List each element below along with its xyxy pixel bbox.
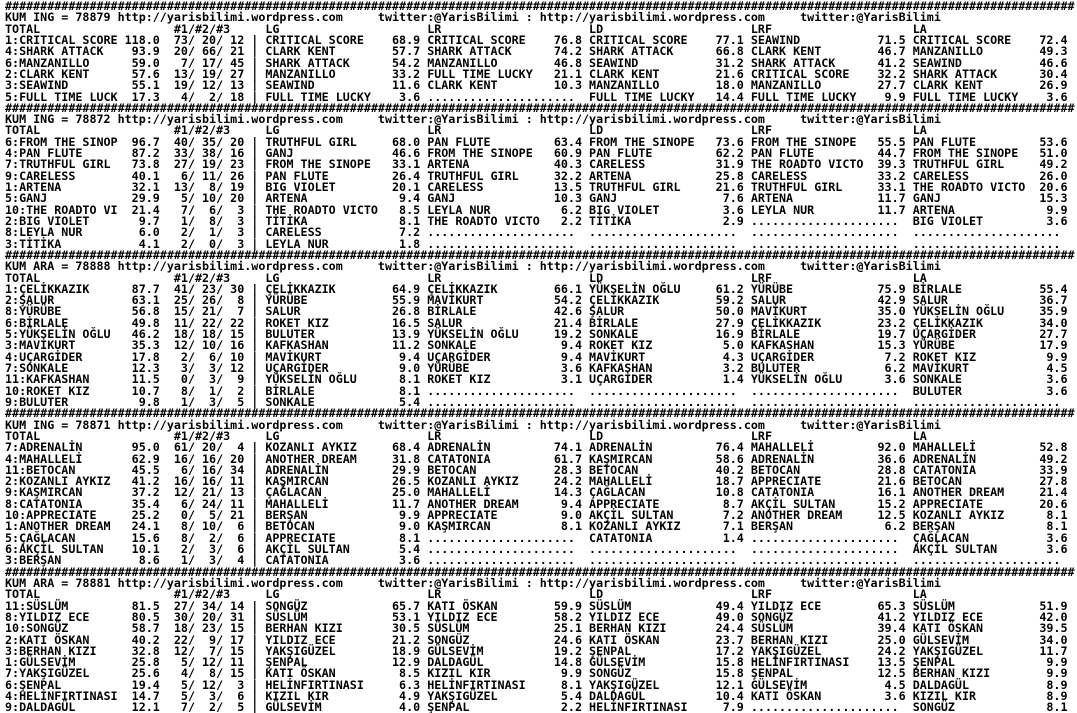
table-row: 8:LEYLA NUR 6.0 2/ 1/ 3 | CARELESS 7.2 .… [5, 225, 1075, 240]
table-row: 9:BULUTER 9.8 1/ 3/ 5 | SONKALE 5.4 ....… [5, 394, 1075, 409]
table-row: 2:CLARK KENT 57.6 13/ 19/ 27 | MANZANILL… [5, 66, 1075, 81]
table-row: 9:DALDAGÜL 12.1 7/ 2/ 5 | GÜLSEVİM 4.0 Ş… [5, 700, 1075, 713]
table-row: 9:CARELESS 40.1 6/ 11/ 26 | PAN FLUTE 26… [5, 168, 1075, 183]
table-row: 4:HELİNFIRTINASI 14.7 5/ 3/ 6 | KIZIL KI… [5, 689, 1075, 704]
column-header: TOTAL #1/#2/#3 LG LR LD LRF LA [5, 21, 1075, 36]
table-row: 8:YILDIZ ECE 80.5 30/ 20/ 31 | SÜSLÜM 53… [5, 609, 1075, 624]
table-row: 8:YÜRÜBE 56.8 15/ 21/ 7 | SALUR 26.8 BİR… [5, 304, 1075, 319]
table-row: 4:MAHALLELİ 62.9 16/ 16/ 20 | ANOTHER DR… [5, 451, 1075, 466]
table-row: 5:FULL TIME LUCK 17.3 4/ 2/ 18 | FULL TI… [5, 89, 1075, 104]
section-header: KUM ING = 78871 http://yarisbilimi.wordp… [5, 417, 941, 432]
table-row: 4:SHARK ATTACK 93.9 20/ 66/ 21 | CLARK K… [5, 44, 1075, 59]
table-row: 11:SÜSLÜM 81.5 27/ 34/ 14 | SONGÜZ 65.7 … [5, 598, 1075, 613]
section-header: KUM ARA = 78888 http://yarisbilimi.wordp… [5, 259, 941, 274]
table-row: 7:YAKŞIGÜZEL 25.6 4/ 8/ 15 | KATI ÖSKAN … [5, 666, 1075, 681]
table-row: 3:BERŞAN 8.6 1/ 3/ 4 | CATATONIA 3.6 ...… [5, 553, 1075, 568]
table-row: 4:UÇARGİDER 17.8 2/ 6/ 10 | MAVİKURT 9.4… [5, 349, 1075, 364]
table-row: 6:BİRLALE 49.8 11/ 22/ 22 | ROKET KIZ 16… [5, 315, 1075, 330]
table-row: 4:PAN FLUTE 87.2 33/ 38/ 16 | GANJ 46.6 … [5, 146, 1075, 161]
report-text: ########################################… [5, 0, 1077, 713]
hash-divider: ########################################… [5, 406, 1075, 421]
table-row: 2:ŞALUR 63.1 25/ 26/ 8 | YÜRÜBE 55.9 MAV… [5, 293, 1075, 308]
section-header: KUM ARA = 78881 http://yarisbilimi.wordp… [5, 575, 941, 590]
table-row: 2:KATI ÖSKAN 40.2 22/ 9/ 17 | YILDIZ ECE… [5, 632, 1075, 647]
table-row: 1:ANOTHER DREAM 24.1 8/ 10/ 6 | BETOCAN … [5, 519, 1075, 534]
table-row: 1:CRITICAL SCORE 118.0 73/ 20/ 12 | CRIT… [5, 32, 1075, 47]
table-row: 8:CATATONIA 35.4 6/ 24/ 11 | MAHALLELİ 1… [5, 496, 1075, 511]
table-row: 2:BIG VIOLET 9.7 1/ 8/ 3 | TİTİKA 8.1 TH… [5, 213, 1075, 228]
table-row: 6:ŞENPAL 19.4 5/ 12/ 3 | HELİNFIRTINASI … [5, 677, 1075, 692]
table-row: 6:FROM THE SINOP 96.7 40/ 35/ 20 | TRUTH… [5, 134, 1075, 149]
table-row: 5:ÇAĞLACAN 15.6 8/ 2/ 6 | APPRECIATE 8.1… [5, 530, 1075, 545]
table-row: 10:SONGÜZ 58.7 18/ 23/ 15 | BERHAN KIZI … [5, 621, 1075, 636]
hash-divider: ########################################… [5, 100, 1075, 115]
table-row: 3:MAVİKURT 35.3 12/ 10/ 16 | KAFKASHAN 1… [5, 338, 1075, 353]
table-row: 1:GÜLSEVİM 25.8 5/ 12/ 11 | ŞENPAL 12.9 … [5, 655, 1075, 670]
column-header: TOTAL #1/#2/#3 LG LR LD LRF LA [5, 123, 1075, 138]
column-header: TOTAL #1/#2/#3 LG LR LD LRF LA [5, 270, 1075, 285]
hash-divider: ########################################… [5, 0, 1075, 13]
table-row: 11:BETOCAN 45.5 6/ 16/ 34 | ADRENALİN 29… [5, 462, 1075, 477]
column-header: TOTAL #1/#2/#3 LG LR LD LRF LA [5, 587, 1075, 602]
table-row: 11:KAFKASHAN 11.5 0/ 3/ 9 | YÜKSELİN OĞL… [5, 372, 1075, 387]
table-row: 10:ROKET KIZ 10.7 8/ 1/ 2 | BİRLALE 8.1 … [5, 383, 1075, 398]
table-row: 10:APPRECIATE 25.2 0/ 5/ 21 | BERŞAN 9.9… [5, 508, 1075, 523]
table-row: 5:YÜKSELİN OĞLU 46.2 18/ 18/ 15 | BULUTE… [5, 327, 1075, 342]
table-row: 3:SEAWIND 55.1 19/ 12/ 13 | SEAWIND 11.6… [5, 78, 1075, 93]
table-row: 10:THE ROADTO VI 21.4 7/ 6/ 3 | THE ROAD… [5, 202, 1075, 217]
table-row: 6:AKÇİL SULTAN 10.1 2/ 3/ 6 | AKÇİL SULT… [5, 542, 1075, 556]
section-header: KUM ING = 78879 http://yarisbilimi.wordp… [5, 10, 941, 25]
table-row: 6:MANZANILLO 59.0 7/ 17/ 45 | SHARK ATTA… [5, 55, 1075, 70]
table-row: 9:KAŞMIRCAN 37.2 12/ 21/ 13 | ÇAĞLACAN 2… [5, 485, 1075, 500]
table-row: 3:TİTİKA 4.1 2/ 0/ 3 | LEYLA NUR 1.8 ...… [5, 236, 1075, 251]
section-header: KUM ING = 78872 http://yarisbilimi.wordp… [5, 112, 941, 127]
table-row: 1:ARTENA 32.1 13/ 8/ 19 | BIG VIOLET 20.… [5, 180, 1075, 194]
hash-divider: ########################################… [5, 247, 1075, 262]
table-row: 7:ADRENALİN 95.0 61/ 20/ 4 | KOZANLI AYK… [5, 440, 1075, 455]
table-row: 7:SONKALE 12.3 3/ 3/ 12 | UÇARGİDER 9.0 … [5, 361, 1075, 375]
table-row: 3:BERHAN KIZI 32.8 12/ 7/ 15 | YAKŞIGÜZE… [5, 643, 1075, 658]
table-row: 5:GANJ 29.9 5/ 10/ 20 | ARTENA 9.4 GANJ … [5, 191, 1075, 206]
table-row: 1:ÇELİKKAZIK 87.7 41/ 23/ 30 | ÇELİKKAZI… [5, 281, 1075, 296]
table-row: 7:TRUTHFUL GIRL 73.8 27/ 19/ 23 | FROM T… [5, 157, 1075, 172]
hash-divider: ########################################… [5, 564, 1075, 579]
column-header: TOTAL #1/#2/#3 LG LR LD LRF LA [5, 428, 1075, 443]
table-row: 2:KOZANLI AYKIZ 41.2 16/ 16/ 11 | KAŞMIR… [5, 474, 1075, 489]
